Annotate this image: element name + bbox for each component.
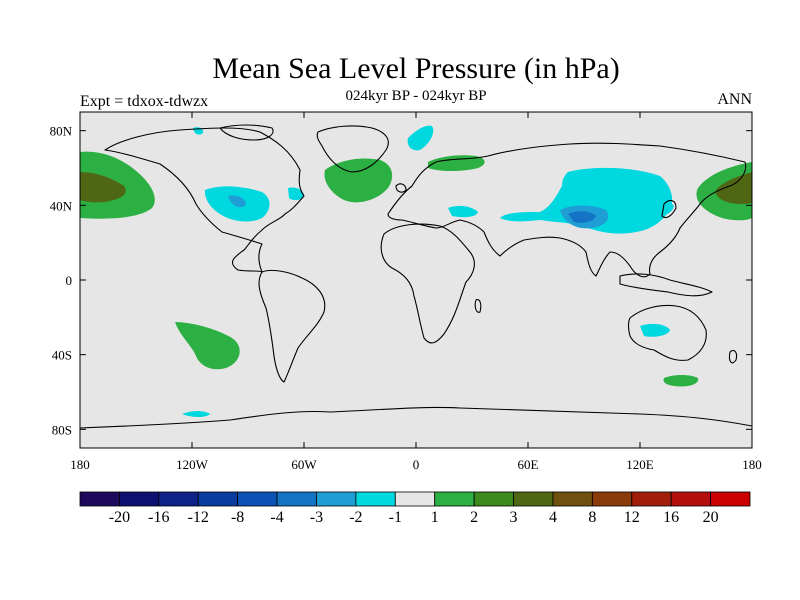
season-label: ANN bbox=[717, 91, 752, 108]
x-tick-label: 60W bbox=[291, 457, 317, 472]
colorbar-label: -12 bbox=[188, 509, 209, 526]
colorbar-swatch bbox=[591, 491, 633, 507]
y-tick-label: 80N bbox=[50, 124, 73, 139]
y-tick-label: 40N bbox=[50, 198, 73, 213]
coastline-british-isles bbox=[395, 183, 407, 193]
colorbar-swatch bbox=[276, 491, 317, 507]
coastline-north-america bbox=[104, 127, 305, 273]
colorbar-swatch bbox=[552, 491, 593, 507]
positive-anomaly-southern-ocean bbox=[663, 375, 699, 387]
colorbar-swatch bbox=[513, 491, 554, 507]
positive-anomaly-arctic-europe bbox=[428, 155, 485, 171]
colorbar-swatch bbox=[434, 491, 475, 507]
negative-anomaly-mediterranean bbox=[448, 205, 478, 218]
negative-anomaly-hudson bbox=[288, 187, 304, 201]
colorbar-swatch bbox=[473, 491, 514, 507]
coastline-antarctica bbox=[80, 406, 752, 429]
colorbar-label: 1 bbox=[431, 509, 439, 526]
colorbar-label: 4 bbox=[549, 509, 557, 526]
map-subtitle: 024kyr BP - 024kyr BP bbox=[345, 88, 487, 104]
experiment-label: Expt = tdxox-tdwzx bbox=[80, 93, 209, 110]
coastline-africa bbox=[380, 223, 475, 344]
colorbar-swatch bbox=[355, 491, 396, 507]
positive-anomaly-south-pacific bbox=[175, 322, 240, 370]
colorbar-swatch bbox=[670, 491, 711, 507]
colorbar-swatch bbox=[119, 491, 160, 507]
colorbar-swatch bbox=[237, 491, 278, 507]
x-tick-label: 180 bbox=[70, 457, 90, 472]
colorbar-swatch bbox=[631, 491, 672, 507]
colorbar-label: -3 bbox=[310, 509, 323, 526]
colorbar-swatch bbox=[79, 491, 120, 507]
colorbar-label: 2 bbox=[470, 509, 478, 526]
map-background bbox=[80, 112, 752, 448]
coastline-south-america bbox=[258, 269, 326, 383]
positive-anomaly-core-pacific-west bbox=[80, 172, 126, 203]
y-tick-label: 80S bbox=[52, 422, 72, 437]
positive-anomaly-north-atlantic bbox=[324, 158, 393, 203]
y-tick-label: 40S bbox=[52, 348, 72, 363]
x-tick-label: 60E bbox=[518, 457, 539, 472]
x-tick-label: 180 bbox=[742, 457, 762, 472]
coastline-australia bbox=[627, 304, 707, 361]
coastline-madagascar bbox=[474, 299, 482, 313]
colorbar-label: -16 bbox=[148, 509, 169, 526]
colorbar-label: -8 bbox=[231, 509, 244, 526]
colorbar-swatch bbox=[710, 491, 751, 507]
colorbar-label: -4 bbox=[270, 509, 283, 526]
colorbar-swatch bbox=[316, 491, 357, 507]
colorbar: -20 -16 -12 -8 -4 -3 -2 -1 1 2 3 4 8 12 16 20 bbox=[79, 491, 751, 526]
colorbar-label: -1 bbox=[389, 509, 402, 526]
anomaly-shading bbox=[80, 125, 752, 417]
positive-anomaly-core-pacific-east bbox=[715, 172, 752, 204]
negative-anomaly-greenland-north bbox=[407, 125, 434, 151]
colorbar-label: 8 bbox=[588, 509, 596, 526]
negative-anomaly-tibet-core bbox=[568, 211, 596, 223]
colorbar-label: 3 bbox=[510, 509, 518, 526]
colorbar-label: 20 bbox=[703, 509, 719, 526]
colorbar-label: 16 bbox=[663, 509, 679, 526]
negative-anomaly-antarctic-pacific bbox=[182, 411, 210, 417]
colorbar-swatch bbox=[158, 491, 199, 507]
coastline-arctic-islands bbox=[219, 124, 274, 141]
coastline-eurasia bbox=[387, 142, 747, 278]
negative-anomaly-rockies-mid bbox=[228, 195, 246, 208]
x-tick-label: 120E bbox=[626, 457, 654, 472]
x-tick-label: 0 bbox=[413, 457, 420, 472]
map-title: Mean Sea Level Pressure (in hPa) bbox=[212, 52, 620, 85]
coastline-new-zealand bbox=[728, 349, 738, 364]
colorbar-label: -2 bbox=[349, 509, 362, 526]
coastline-greenland bbox=[316, 125, 389, 173]
colorbar-swatch bbox=[394, 491, 436, 507]
coastline-japan bbox=[661, 199, 677, 219]
x-tick-label: 120W bbox=[176, 457, 209, 472]
colorbar-label: -20 bbox=[109, 509, 130, 526]
colorbar-label: 12 bbox=[624, 509, 640, 526]
axis-labels: 180 120W 60W 0 60E 120E 180 80N 40N 0 40S 80S bbox=[50, 124, 762, 472]
coastline-indonesia bbox=[619, 273, 713, 297]
axis-ticks bbox=[79, 112, 753, 448]
coastlines bbox=[80, 124, 752, 429]
negative-anomaly-siberia bbox=[500, 167, 673, 234]
negative-anomaly-australia bbox=[640, 323, 670, 337]
colorbar-swatch bbox=[197, 491, 239, 507]
y-tick-label: 0 bbox=[66, 273, 73, 288]
